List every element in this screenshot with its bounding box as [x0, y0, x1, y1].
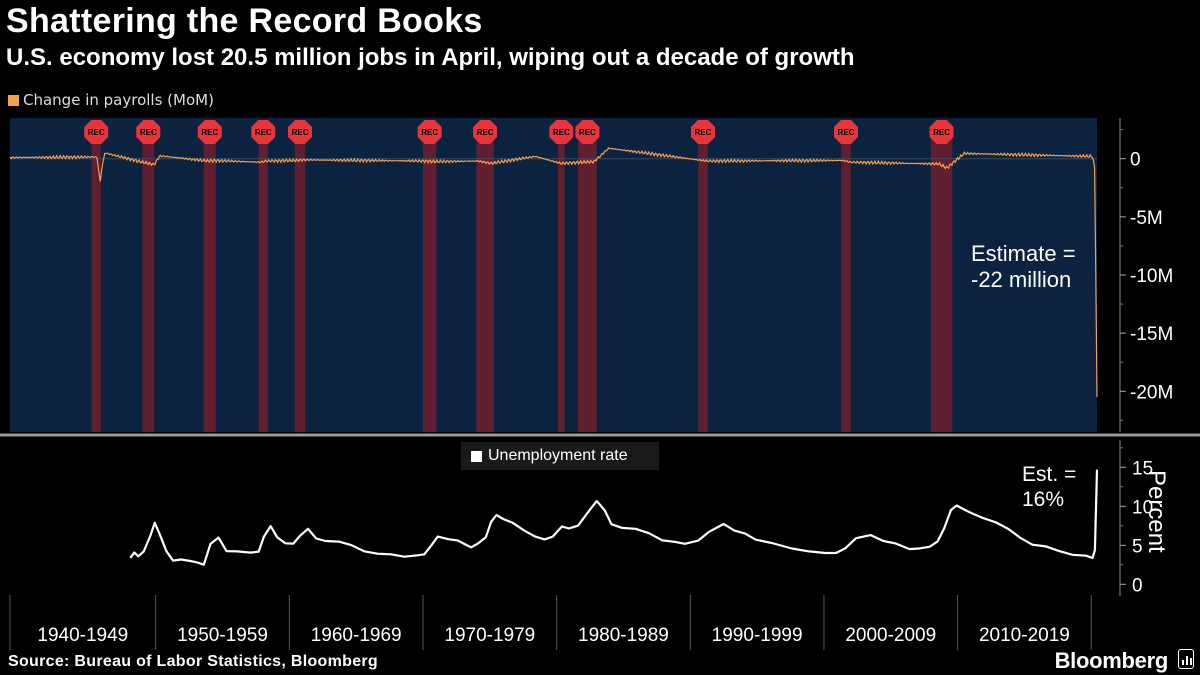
recession-band — [258, 126, 268, 432]
payrolls-legend-label: Change in payrolls (MoM) — [23, 91, 214, 109]
recession-marker-label: REC — [838, 128, 855, 137]
y-axis-title-percent: Percent — [1143, 470, 1170, 553]
unemployment-y-tick-label: 15 — [1132, 458, 1153, 479]
recession-band — [841, 126, 851, 432]
unemployment-legend-label: Unemployment rate — [488, 447, 628, 464]
recession-marker-label: REC — [933, 128, 950, 137]
recession-marker-label: REC — [201, 128, 218, 137]
recession-band — [142, 126, 155, 432]
x-tick-label: 1970-1979 — [444, 625, 535, 646]
x-tick-label: 2000-2009 — [845, 625, 936, 646]
recession-marker-icon — [929, 120, 954, 144]
payrolls-legend-swatch — [8, 94, 19, 106]
x-tick-label: 1980-1989 — [578, 625, 669, 646]
payrolls-y-tick-label: -15M — [1130, 324, 1173, 345]
recession-marker-icon — [288, 120, 312, 144]
payrolls-estimate-annotation: Estimate = -22 million — [971, 241, 1076, 293]
recession-marker-icon — [575, 120, 600, 144]
chart-subtitle: U.S. economy lost 20.5 million jobs in A… — [6, 44, 855, 71]
bloomberg-logo: Bloomberg — [1054, 648, 1169, 673]
recession-marker-label: REC — [579, 128, 596, 137]
recession-marker-icon — [251, 120, 276, 144]
recession-band — [930, 126, 953, 432]
recession-marker-label: REC — [255, 128, 272, 137]
unemployment-y-tick-label: 0 — [1132, 575, 1143, 596]
payrolls-y-tick-label: -10M — [1130, 266, 1173, 287]
payrolls-line — [9, 146, 1098, 398]
unemployment-line — [129, 469, 1099, 566]
payrolls-y-tick-label: 0 — [1130, 150, 1141, 171]
recession-marker-label: REC — [140, 128, 157, 137]
recession-marker-label: REC — [477, 128, 494, 137]
recession-marker-icon — [473, 120, 498, 144]
recession-marker-label: REC — [88, 128, 105, 137]
x-tick-label: 1940-1949 — [37, 625, 128, 646]
unemployment-y-tick-label: 10 — [1132, 497, 1153, 518]
payrolls-plot-area — [10, 118, 1097, 432]
payrolls-y-tick-label: -5M — [1130, 208, 1163, 229]
x-axis: 1940-1949 1950-1959 1960-1969 1970-1979 1980… — [9, 595, 1092, 650]
unemployment-estimate-line-1: Est. = — [1022, 463, 1077, 486]
unemployment-estimate-line-2: 16% — [1022, 488, 1065, 511]
recession-band — [91, 126, 101, 432]
unemployment-y-tick-label: 5 — [1132, 536, 1143, 557]
recession-marker-label: REC — [292, 128, 309, 137]
x-tick-label: 2010-2019 — [979, 625, 1070, 646]
x-tick-label: 1990-1999 — [712, 625, 803, 646]
payrolls-panel: REC REC REC REC REC REC REC REC REC REC REC REC 0 -5M… — [9, 118, 1173, 432]
recession-marker-icon — [197, 120, 222, 144]
bloomberg-chart-icon — [1178, 649, 1194, 669]
unemployment-estimate-annotation: Est. = 16% — [1022, 462, 1076, 512]
recession-band — [557, 126, 565, 432]
unemployment-legend-swatch — [471, 450, 482, 462]
payrolls-estimate-line-2: -22 million — [971, 267, 1072, 292]
recession-band — [698, 126, 708, 432]
payrolls-estimate-line-1: Estimate = — [971, 241, 1076, 266]
x-tick-label: 1960-1969 — [311, 625, 402, 646]
recession-marker-label: REC — [421, 128, 438, 137]
recession-band — [578, 126, 597, 432]
recession-band — [476, 126, 494, 432]
recession-band — [203, 126, 216, 432]
recession-marker-icon — [84, 120, 109, 144]
payrolls-legend: Change in payrolls (MoM) — [8, 91, 214, 109]
recession-band — [294, 126, 306, 432]
recession-marker-icon — [834, 120, 858, 144]
recession-marker-label: REC — [553, 128, 570, 137]
recession-marker-icon — [136, 120, 161, 144]
source-note: Source: Bureau of Labor Statistics, Bloo… — [8, 653, 378, 670]
unemployment-legend: Unemployment rate — [461, 442, 659, 470]
unemployment-panel: 0 5 10 15 — [129, 440, 1153, 596]
x-tick-label: 1950-1959 — [177, 625, 268, 646]
chart-title: Shattering the Record Books — [6, 2, 483, 40]
recession-marker-icon — [549, 120, 574, 144]
recession-band — [422, 126, 437, 432]
recession-marker-icon — [691, 120, 715, 144]
payrolls-y-tick-label: -20M — [1130, 382, 1173, 403]
recession-marker-icon — [417, 120, 442, 144]
recession-marker-label: REC — [695, 128, 712, 137]
